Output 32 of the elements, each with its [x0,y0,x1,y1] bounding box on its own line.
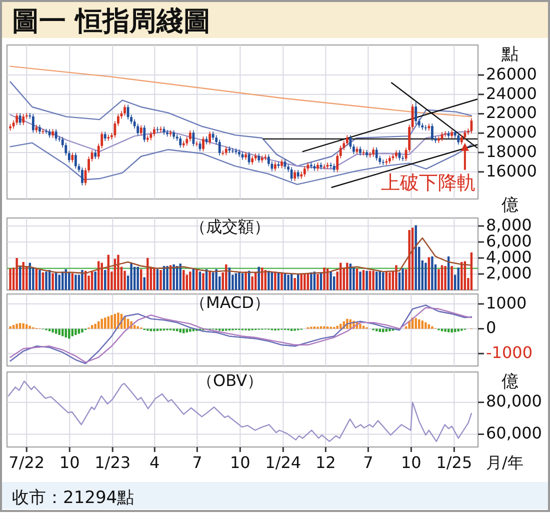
y-tick-label: 0 [486,318,496,338]
x-tick-label: 1/23 [94,453,131,472]
y-tick-label: 80,000 [486,392,542,411]
x-tick-label: 7/22 [8,453,45,472]
chart-title: （MACD） [190,293,270,312]
y-tick-label: 22000 [486,103,537,122]
y-tick-label: 24000 [486,84,537,103]
x-tick-label: 10 [401,453,422,472]
x-tick-label: 1/24 [265,453,302,472]
chart-title: （成交額） [190,217,270,236]
x-tick-label: 10 [230,453,250,472]
x-tick-label: 10 [59,453,80,472]
y-axis-title: 億 [502,372,518,392]
y-axis-title: 點 [500,44,518,65]
text: 收市：21294點 [12,488,134,508]
x-tick-label: 1/25 [436,453,472,472]
y-tick-label: 1000 [486,293,527,312]
y-tick-label: 26000 [486,64,537,84]
x-tick-label: 7 [363,453,374,472]
y-tick-label: 16000 [486,161,537,180]
x-tick-label: 7 [192,453,202,472]
chart-title: 圖一 恒指周綫圖 [12,6,210,37]
y-tick-label: 60,000 [486,424,542,443]
x-axis-title: 月/年 [486,453,524,472]
y-tick-label: -1000 [486,342,532,362]
y-tick-label: 20000 [486,122,537,142]
y-tick-label: 18000 [486,142,537,161]
x-tick-label: 12 [315,453,336,472]
x-tick-label: 4 [150,453,160,472]
chart-title: （OBV） [196,371,264,390]
y-axis-title: 億 [502,196,518,216]
annotation: 上破下降軌 [380,172,476,194]
